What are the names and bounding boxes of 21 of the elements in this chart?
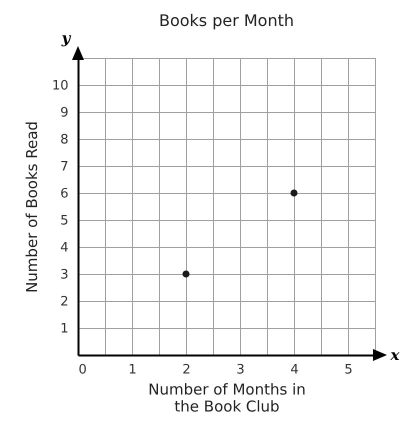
x-tick-label: 0 [78,362,87,378]
x-tick-label: 1 [128,362,137,378]
x-tick-label: 2 [182,362,191,378]
x-tick-label: 3 [236,362,245,378]
y-tick-label: 2 [60,294,68,310]
y-tick-label: 4 [60,240,68,256]
y-tick-label: 6 [60,186,68,202]
text: x [390,346,401,364]
y-tick-label: 7 [60,160,68,174]
text: y [60,29,72,47]
y-tick-label: 8 [60,132,68,148]
y-tick-label: 10 [52,78,68,94]
chart-title: Books per Month [158,11,294,30]
y-tick-label: 9 [60,106,68,120]
x-tick-label: 4 [290,362,299,378]
y-tick-label: 3 [60,268,68,282]
x-tick-label: 5 [344,362,353,378]
y-tick-label: 5 [60,214,68,228]
x-axis-title: Number of Months in the Book Club [148,380,306,416]
y-tick-label: 1 [60,322,68,336]
y-axis-title: Number of Books Read [22,121,41,293]
